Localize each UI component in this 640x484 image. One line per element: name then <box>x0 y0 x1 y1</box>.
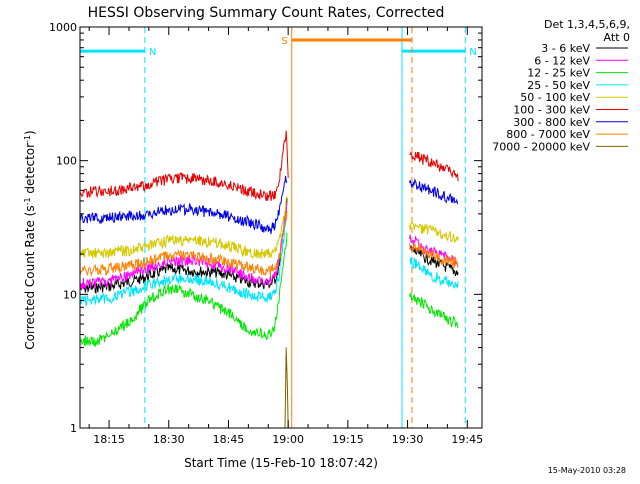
y-tick-label: 1000 <box>49 21 77 34</box>
x-tick-label: 18:45 <box>213 433 245 446</box>
x-axis-label: Start Time (15-Feb-10 18:07:42) <box>184 456 378 470</box>
x-tick-label: 18:15 <box>93 433 125 446</box>
x-tick-label: 19:00 <box>272 433 304 446</box>
legend-label: 800 - 7000 keV <box>506 128 590 141</box>
series-line-5 <box>79 196 459 259</box>
series-line-6 <box>79 130 459 202</box>
annotation-night-label: N <box>149 47 156 58</box>
chart-title: HESSI Observing Summary Count Rates, Cor… <box>88 5 445 21</box>
y-tick-label: 10 <box>63 288 77 301</box>
series-line-4 <box>79 212 459 306</box>
series-line-9 <box>284 347 289 429</box>
legend-label: 100 - 300 keV <box>513 104 590 117</box>
series-line-8 <box>79 211 459 277</box>
x-tick-label: 19:15 <box>332 433 364 446</box>
series-line-7 <box>79 176 459 235</box>
annotation-night-label: N <box>469 47 476 58</box>
y-axis-label-end: ) <box>23 130 37 135</box>
y-tick-label: 100 <box>56 155 77 168</box>
legend-label: 6 - 12 keV <box>534 54 590 67</box>
annotation-saa-label: S <box>281 36 287 47</box>
series-group <box>79 130 459 429</box>
legend-label: 12 - 25 keV <box>527 67 590 80</box>
legend-label: 3 - 6 keV <box>541 42 590 55</box>
legend-label: 25 - 50 keV <box>527 79 590 92</box>
y-axis-label-mid: detector <box>23 143 37 198</box>
y-axis-label-exponent-2: -1 <box>23 135 32 143</box>
axes: 18:15 18:30 18:45 19:00 19:15 19:30 19:45 1 10 10… <box>49 21 483 446</box>
legend-header-line-2: Att 0 <box>604 31 630 44</box>
x-tick-label: 18:30 <box>153 433 185 446</box>
legend-header-line-1: Det 1,3,4,5,6,9, <box>544 18 630 31</box>
x-tick-label: 19:45 <box>451 433 483 446</box>
series-line-3 <box>79 232 459 348</box>
y-axis-label: Corrected Count Rate (s-1 detector-1) <box>23 130 38 349</box>
footer-timestamp: 15-May-2010 03:28 <box>548 466 626 475</box>
legend-label: 7000 - 20000 keV <box>492 140 590 153</box>
legend-label: 300 - 800 keV <box>513 116 590 129</box>
legend-label: 50 - 100 keV <box>520 91 590 104</box>
y-axis-label-exponent-1: -1 <box>23 197 32 205</box>
plot-frame <box>79 26 483 429</box>
x-tick-label: 19:30 <box>392 433 424 446</box>
y-tick-label: 1 <box>70 422 77 435</box>
orbit-annotations: N N S <box>79 27 477 428</box>
y-axis-label-base: Corrected Count Rate (s <box>23 205 37 349</box>
